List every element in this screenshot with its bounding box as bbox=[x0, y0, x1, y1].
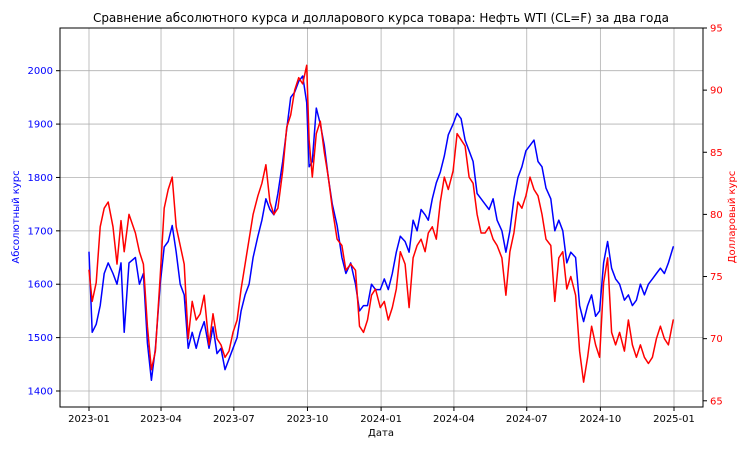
series-lines bbox=[88, 64, 674, 383]
y-axis-right-label: Долларовый курс bbox=[727, 171, 738, 264]
grid-lines bbox=[60, 28, 703, 407]
y-right-tick-label: 80 bbox=[710, 210, 723, 221]
x-tick-label: 2023-10 bbox=[287, 414, 329, 425]
x-axis-label: Дата bbox=[368, 428, 394, 439]
y-left-tick-label: 1400 bbox=[28, 386, 53, 397]
y-left-tick-label: 2000 bbox=[28, 66, 53, 77]
y-right-tick-label: 75 bbox=[710, 272, 723, 283]
y-right-tick-label: 65 bbox=[710, 396, 723, 407]
y-right-tick-label: 95 bbox=[710, 24, 723, 35]
y-left-tick-label: 1900 bbox=[28, 120, 53, 131]
x-tick-label: 2025-01 bbox=[653, 414, 695, 425]
y-left-tick-label: 1700 bbox=[28, 226, 53, 237]
x-tick-label: 2023-07 bbox=[213, 414, 255, 425]
x-tick-label: 2023-01 bbox=[68, 414, 110, 425]
x-axis: 2023-01 2023-04 2023-07 2023-10 2024-01 2024-… bbox=[68, 407, 695, 425]
y-axis-left: 1400 1500 1600 1700 1800 1900 2000 bbox=[28, 66, 60, 397]
y-right-tick-label: 90 bbox=[710, 86, 723, 97]
y-right-tick-label: 70 bbox=[710, 334, 723, 345]
x-tick-label: 2024-07 bbox=[506, 414, 548, 425]
x-tick-label: 2024-01 bbox=[360, 414, 402, 425]
y-left-tick-label: 1500 bbox=[28, 333, 53, 344]
x-tick-label: 2023-04 bbox=[140, 414, 182, 425]
y-left-tick-label: 1800 bbox=[28, 173, 53, 184]
x-tick-label: 2024-10 bbox=[579, 414, 621, 425]
y-axis-right: 65 70 75 80 85 90 95 bbox=[703, 24, 723, 407]
chart-title: Сравнение абсолютного курса и долларовог… bbox=[93, 11, 669, 25]
x-tick-label: 2024-04 bbox=[433, 414, 475, 425]
series-line-absolute bbox=[88, 75, 674, 382]
series-line-dollar bbox=[88, 64, 674, 383]
y-left-tick-label: 1600 bbox=[28, 280, 53, 291]
y-right-tick-label: 85 bbox=[710, 148, 723, 159]
y-axis-left-label: Абсолютный курс bbox=[11, 170, 22, 263]
